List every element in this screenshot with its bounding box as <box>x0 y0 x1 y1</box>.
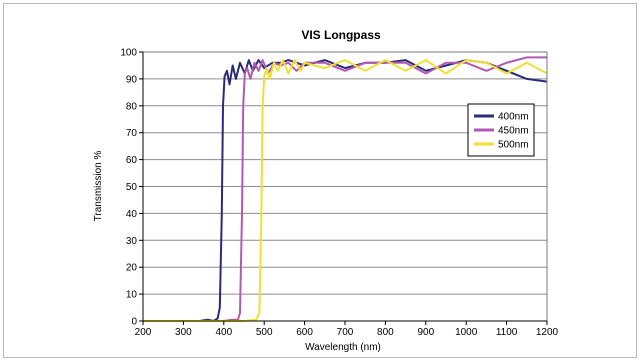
x-axis-label: Wavelength (nm) <box>305 342 381 353</box>
x-tick-label-10: 1200 <box>536 327 559 338</box>
x-tick-label-9: 1100 <box>496 327 518 338</box>
y-tick-label-3: 30 <box>126 236 138 247</box>
y-tick-label-10: 100 <box>120 48 137 59</box>
x-tick-label-2: 400 <box>215 327 232 338</box>
y-tick-label-0: 0 <box>131 317 137 328</box>
legend-box <box>467 103 535 157</box>
y-tick-label-7: 70 <box>126 128 138 139</box>
x-tick-label-3: 500 <box>256 327 273 338</box>
x-tick-label-1: 300 <box>175 327 192 338</box>
y-axis-label: Transmission % <box>93 151 104 222</box>
tick-labels: 200 300 400 500 600 700 800 900 1000 1100 1200 0 10 2… <box>120 48 558 339</box>
legend-label-450nm: 450nm <box>498 126 529 137</box>
x-tick-label-4: 600 <box>296 327 313 338</box>
x-tick-label-0: 200 <box>135 327 152 338</box>
y-tick-label-6: 60 <box>126 155 138 166</box>
series-line-500nm <box>143 59 548 322</box>
legend-label-500nm: 500nm <box>498 140 529 151</box>
x-tick-label-7: 900 <box>417 327 434 338</box>
y-tick-label-8: 80 <box>126 101 138 112</box>
legend: 400nm 450nm 500nm <box>467 103 535 157</box>
y-tick-label-4: 40 <box>126 209 138 220</box>
y-tick-label-2: 20 <box>126 263 138 274</box>
x-tick-label-8: 1000 <box>455 327 478 338</box>
series-line-400nm <box>143 59 548 322</box>
chart-frame: VIS Longpass 200 300 400 500 600 700 800 900 100… <box>3 3 637 358</box>
gridlines <box>143 51 547 322</box>
chart-title: VIS Longpass <box>301 28 381 42</box>
legend-label-400nm: 400nm <box>498 112 529 123</box>
y-tick-label-5: 50 <box>126 182 138 193</box>
y-tick-label-9: 90 <box>126 74 138 85</box>
transmission-chart: VIS Longpass 200 300 400 500 600 700 800 900 100… <box>93 28 559 353</box>
series-line-450nm <box>143 56 547 322</box>
series-lines <box>143 56 548 322</box>
y-tick-label-1: 10 <box>126 290 138 301</box>
x-tick-label-5: 700 <box>337 327 354 338</box>
x-tick-label-6: 800 <box>377 327 394 338</box>
